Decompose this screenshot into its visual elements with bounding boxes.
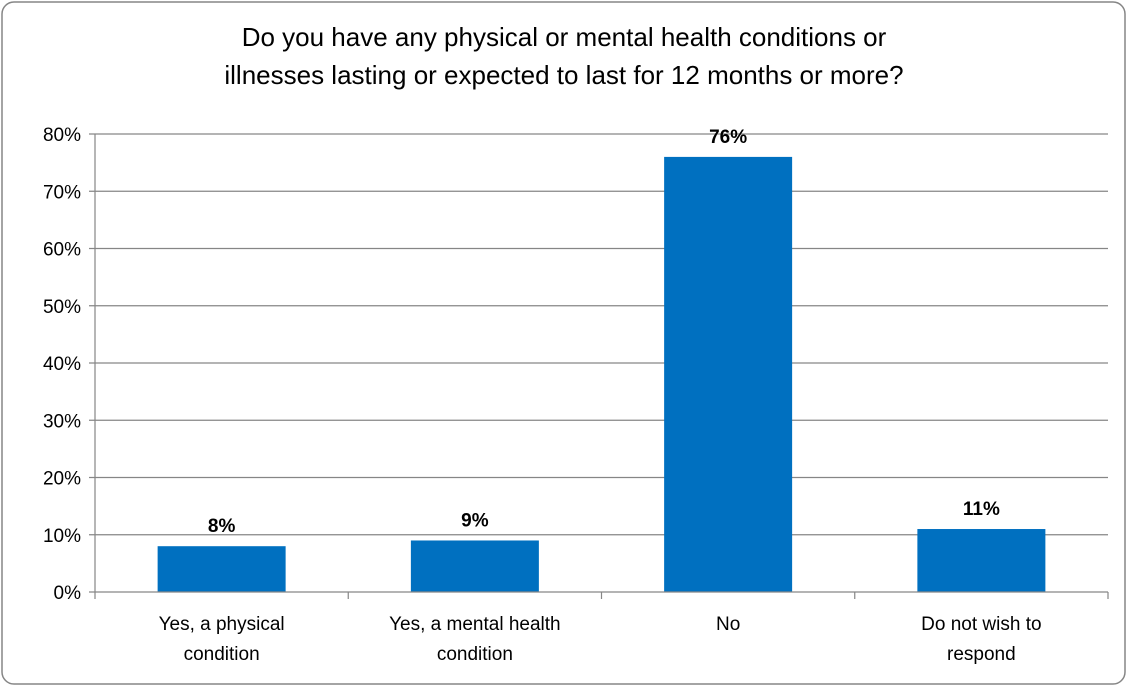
data-labels: 8% 9% 76% 11% bbox=[208, 127, 1000, 537]
y-tick-label: 80% bbox=[43, 125, 81, 146]
data-label: 8% bbox=[208, 516, 236, 537]
bar bbox=[410, 540, 539, 592]
data-label: 11% bbox=[963, 499, 1000, 520]
y-tick-label: 30% bbox=[43, 411, 81, 432]
x-category-label: respond bbox=[947, 644, 1016, 665]
y-tick-label: 40% bbox=[43, 354, 81, 375]
y-tick-label: 70% bbox=[43, 182, 81, 203]
x-category-label: No bbox=[716, 614, 740, 635]
x-category-label: Do not wish to bbox=[921, 614, 1041, 635]
bar bbox=[664, 156, 793, 592]
y-tick-label: 10% bbox=[43, 526, 81, 547]
chart-title-line-2: illnesses lasting or expected to last fo… bbox=[224, 60, 903, 90]
y-tick-label: 50% bbox=[43, 297, 81, 318]
data-label: 76% bbox=[709, 127, 747, 148]
y-axis-tick-labels: 0% 10% 20% 30% 40% 50% 60% 70% 80% bbox=[43, 125, 81, 604]
x-category-label: condition bbox=[437, 644, 513, 665]
axes bbox=[89, 134, 1109, 599]
gridlines bbox=[89, 133, 1108, 536]
y-tick-label: 20% bbox=[43, 469, 81, 490]
y-tick-label: 0% bbox=[54, 583, 82, 604]
bars bbox=[157, 156, 1046, 592]
bar bbox=[917, 529, 1046, 592]
chart-title-line-1: Do you have any physical or mental healt… bbox=[242, 22, 887, 52]
x-axis-category-labels: Yes, a physical condition Yes, a mental he… bbox=[159, 614, 1042, 665]
bar bbox=[157, 546, 286, 592]
data-label: 9% bbox=[461, 510, 489, 531]
y-tick-label: 60% bbox=[43, 240, 81, 261]
x-category-label: Yes, a mental health bbox=[389, 614, 560, 635]
x-category-label: Yes, a physical bbox=[159, 614, 285, 635]
x-category-label: condition bbox=[184, 644, 260, 665]
